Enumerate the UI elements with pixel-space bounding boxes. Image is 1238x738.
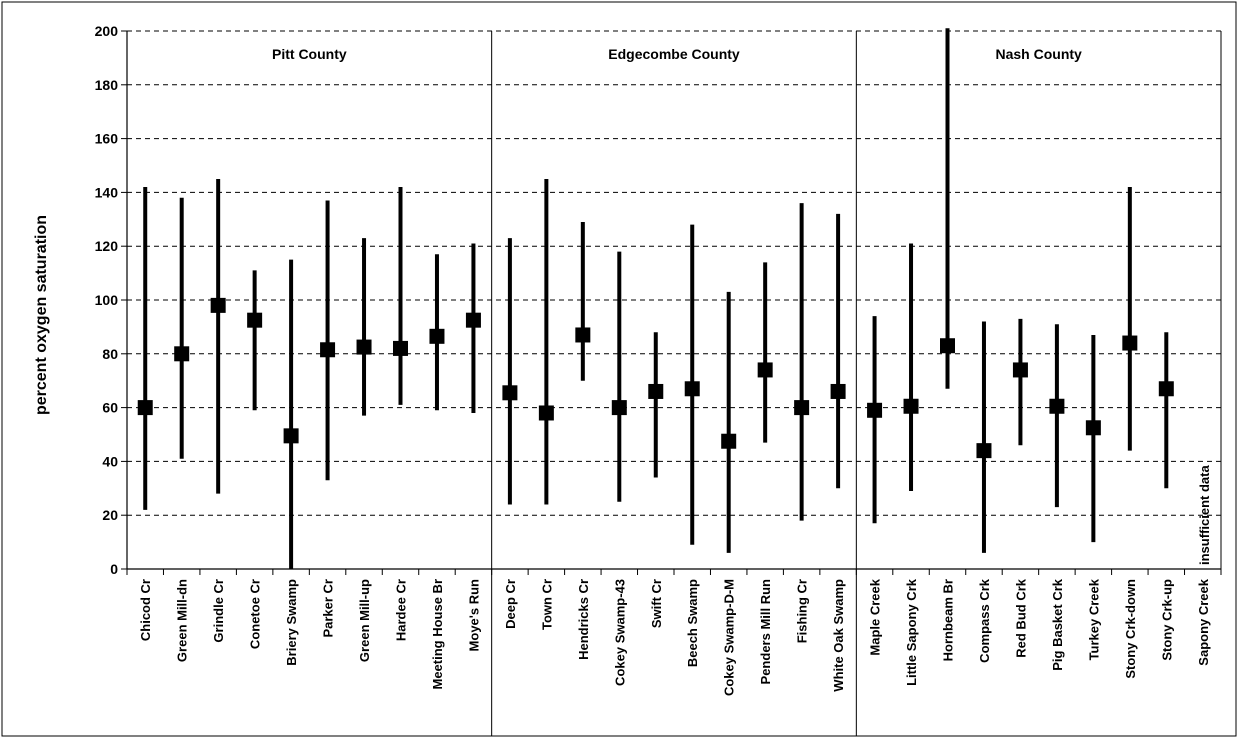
x-tick-label: Stony Crk-down bbox=[1123, 579, 1138, 679]
axes bbox=[121, 30, 1222, 575]
mean-marker bbox=[721, 433, 737, 449]
mean-marker bbox=[538, 405, 554, 421]
mean-marker bbox=[611, 400, 627, 416]
x-tick-label: Swift Cr bbox=[649, 579, 664, 628]
x-tick-label: White Oak Swamp bbox=[831, 579, 846, 692]
x-tick-label: Fishing Cr bbox=[795, 579, 810, 643]
mean-marker bbox=[575, 327, 591, 343]
mean-marker bbox=[976, 443, 992, 459]
mean-marker bbox=[1085, 420, 1101, 436]
x-tick-label: Penders Mill Run bbox=[758, 579, 773, 685]
x-tick-label: Hornbeam Br bbox=[941, 579, 956, 661]
x-tick-label: Sapony Creek bbox=[1196, 578, 1211, 665]
mean-marker bbox=[757, 362, 773, 378]
mean-marker bbox=[1158, 381, 1174, 397]
mean-marker bbox=[1122, 335, 1138, 351]
mean-marker bbox=[174, 346, 190, 362]
mean-marker bbox=[940, 338, 955, 354]
y-tick-label: 20 bbox=[102, 507, 118, 523]
y-tick-label: 160 bbox=[95, 131, 119, 147]
mean-marker bbox=[283, 428, 299, 444]
county-label: Nash County bbox=[995, 46, 1082, 62]
x-tick-label: Chicod Cr bbox=[138, 579, 153, 641]
mean-marker bbox=[903, 398, 919, 414]
data-series bbox=[137, 28, 1174, 569]
y-tick-label: 120 bbox=[95, 238, 119, 254]
county-labels: Pitt County Edgecombe County Nash County bbox=[272, 46, 1082, 62]
x-tick-label: Deep Cr bbox=[503, 579, 518, 629]
y-tick-label: 0 bbox=[110, 561, 118, 577]
x-tick-label: Cokey Swamp-43 bbox=[612, 579, 627, 686]
x-tick-label: Town Cr bbox=[539, 579, 554, 630]
x-tick-label: Little Sapony Crk bbox=[904, 578, 919, 686]
mean-marker bbox=[684, 381, 700, 397]
county-label: Pitt County bbox=[272, 46, 347, 62]
mean-marker bbox=[465, 312, 481, 328]
annotation-text: insufficient data bbox=[1197, 465, 1212, 565]
x-tick-label: Green Mill-up bbox=[357, 579, 372, 662]
x-tick-label: Grindle Cr bbox=[211, 579, 226, 643]
mean-marker bbox=[867, 402, 883, 418]
county-dividers bbox=[491, 31, 857, 736]
y-tick-label: 40 bbox=[102, 453, 118, 469]
y-tick-label: 140 bbox=[95, 184, 119, 200]
y-tick-label: 60 bbox=[102, 400, 118, 416]
mean-marker bbox=[320, 342, 336, 358]
x-tick-label: Hardee Cr bbox=[394, 579, 409, 641]
x-tick-label: Turkey Creek bbox=[1086, 578, 1101, 660]
mean-marker bbox=[429, 328, 445, 344]
x-tick-label: Meeting House Br bbox=[430, 579, 445, 690]
mean-marker bbox=[830, 383, 846, 399]
annotations: insufficient data bbox=[1197, 465, 1212, 565]
mean-marker bbox=[210, 297, 226, 313]
mean-marker bbox=[648, 383, 664, 399]
x-tick-label: Moye's Run bbox=[466, 579, 481, 651]
mean-marker bbox=[1012, 362, 1028, 378]
mean-marker bbox=[356, 339, 372, 355]
grid-lines bbox=[127, 30, 1221, 516]
county-label: Edgecombe County bbox=[608, 46, 740, 62]
y-tick-label: 80 bbox=[102, 346, 118, 362]
y-tick-labels: 0 20 40 60 80 100 120 140 160 180 200 bbox=[95, 23, 119, 577]
x-tick-label: Cokey Swamp-D-M bbox=[722, 579, 737, 696]
x-tick-label: Stony Crk-up bbox=[1159, 579, 1174, 661]
x-tick-label: Briery Swamp bbox=[284, 579, 299, 666]
x-tick-label: Red Bud Crk bbox=[1013, 578, 1028, 658]
x-tick-label: Hendricks Cr bbox=[576, 579, 591, 660]
x-tick-label: Parker Cr bbox=[321, 579, 336, 638]
y-tick-label: 180 bbox=[95, 77, 119, 93]
x-tick-label: Conetoe Cr bbox=[248, 579, 263, 649]
y-tick-label: 200 bbox=[95, 23, 119, 39]
mean-marker bbox=[393, 340, 408, 356]
y-axis-label: percent oxygen saturation bbox=[33, 215, 50, 415]
x-tick-label: Maple Creek bbox=[868, 578, 883, 655]
x-tick-label: Pig Basket Crk bbox=[1050, 578, 1065, 671]
x-tick-label: Beech Swamp bbox=[685, 579, 700, 667]
mean-marker bbox=[137, 400, 153, 416]
mean-marker bbox=[502, 385, 518, 401]
mean-marker bbox=[1049, 398, 1065, 414]
x-tick-label: Green Mill-dn bbox=[175, 579, 190, 662]
x-tick-labels: Chicod Cr Green Mill-dn Grindle Cr Conetoe … bbox=[138, 578, 1211, 696]
mean-marker bbox=[247, 312, 263, 328]
x-tick-label: Compass Crk bbox=[977, 578, 992, 663]
y-tick-label: 100 bbox=[95, 292, 119, 308]
mean-marker bbox=[794, 400, 810, 416]
